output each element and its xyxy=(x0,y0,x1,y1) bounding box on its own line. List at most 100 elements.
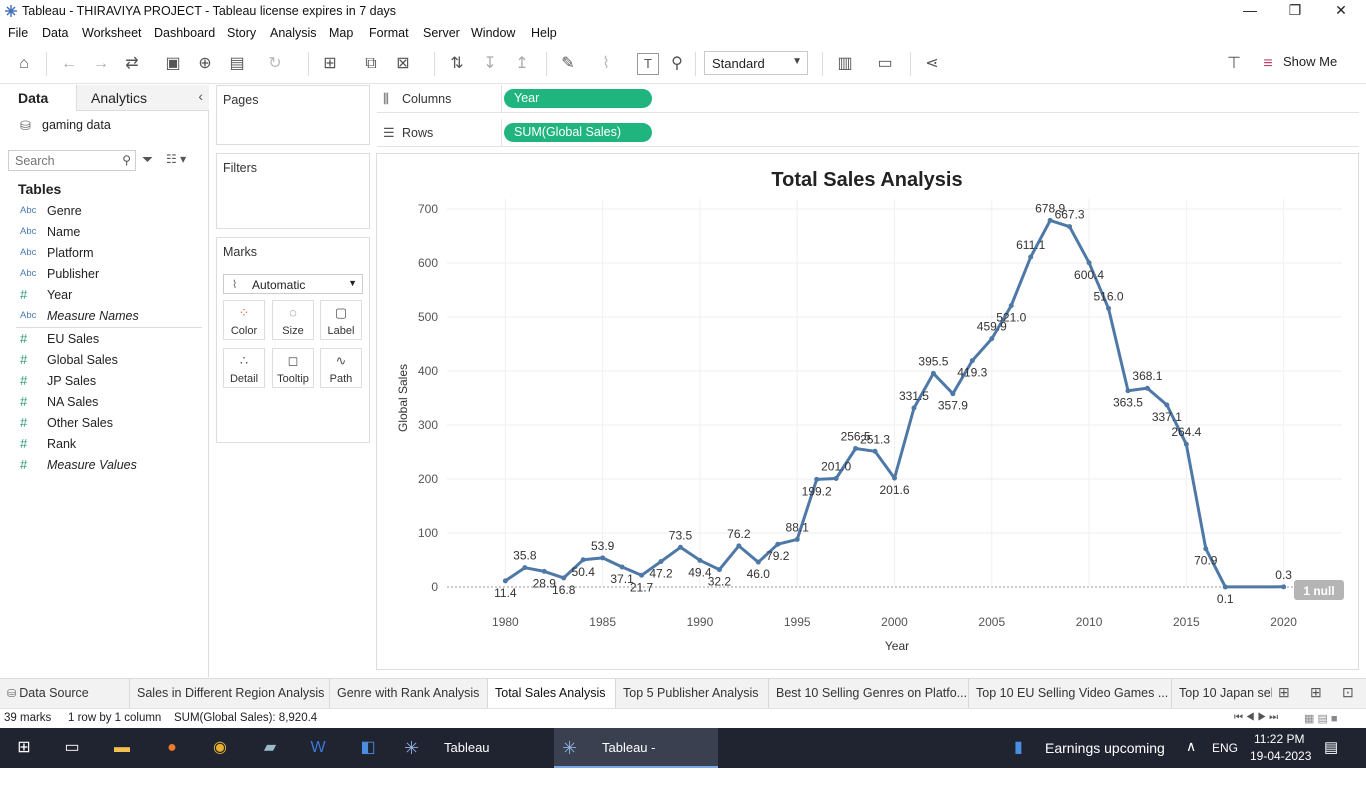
clear-sheet-icon[interactable]: ⊠ xyxy=(396,55,410,72)
notification-icon[interactable]: ▤ xyxy=(1324,739,1339,756)
menu-data[interactable]: Data xyxy=(42,26,69,40)
tab-analytics[interactable]: Analytics ‹ xyxy=(76,85,209,111)
clock-date[interactable]: 19-04-2023 xyxy=(1250,749,1312,763)
label-button[interactable]: ▢ Label xyxy=(320,300,362,340)
home-icon[interactable]: ⌂ xyxy=(19,55,29,72)
news-icon[interactable]: ▮ xyxy=(1014,739,1023,756)
rows-shelf[interactable]: ☰ Rows SUM(Global Sales) xyxy=(377,119,1359,147)
field-platform[interactable]: Abc Platform xyxy=(0,244,200,264)
word-icon[interactable]: W xyxy=(310,739,326,756)
minimize-button[interactable]: — xyxy=(1243,2,1257,18)
swap-icon[interactable]: ⇄ xyxy=(125,55,139,72)
swap-rows-columns-icon[interactable]: ⇅ xyxy=(450,55,464,72)
field-name[interactable]: Abc Name xyxy=(0,223,200,243)
show-me-button[interactable]: Show Me xyxy=(1283,54,1338,69)
tab-top10-japan[interactable]: Top 10 Japan sel xyxy=(1172,679,1272,708)
global-sales-pill[interactable]: SUM(Global Sales) xyxy=(504,123,652,142)
group-members-icon[interactable]: ⌇ xyxy=(602,55,610,72)
filter-icon[interactable]: ⏷ xyxy=(142,151,154,167)
field-year[interactable]: # Year xyxy=(0,286,200,306)
size-button[interactable]: ◌ Size xyxy=(272,300,314,340)
search-box[interactable]: ⚲ xyxy=(8,150,136,171)
tab-top5-publisher[interactable]: Top 5 Publisher Analysis xyxy=(616,679,769,708)
new-dashboard-tab-icon[interactable]: ⊞ xyxy=(1310,684,1322,700)
task-view-icon[interactable]: ▭ xyxy=(64,739,80,756)
redo-icon[interactable]: → xyxy=(93,55,109,72)
sort-ascending-icon[interactable]: ↧ xyxy=(483,55,497,72)
menu-worksheet[interactable]: Worksheet xyxy=(82,26,142,40)
tab-top10-eu[interactable]: Top 10 EU Selling Video Games ... xyxy=(969,679,1172,708)
refresh-icon[interactable]: ↻ xyxy=(268,55,282,72)
field-global-sales[interactable]: # Global Sales xyxy=(0,351,200,371)
collapse-pane-icon[interactable]: ‹ xyxy=(198,88,203,104)
new-worksheet-tab-icon[interactable]: ⊞ xyxy=(1278,684,1290,700)
field-publisher[interactable]: Abc Publisher xyxy=(0,265,200,285)
path-button[interactable]: ∿ Path xyxy=(320,348,362,388)
taskbar-tableau-app[interactable]: ✳ Tableau xyxy=(396,728,546,768)
tab-genre-rank[interactable]: Genre with Rank Analysis xyxy=(330,679,488,708)
pages-card[interactable]: Pages xyxy=(216,85,370,145)
view-options-icon[interactable]: ☷ ▾ xyxy=(166,152,187,166)
columns-shelf[interactable]: ⫼ Columns Year xyxy=(377,85,1359,113)
sort-descending-icon[interactable]: ↥ xyxy=(515,55,529,72)
show-mark-labels-icon[interactable]: T xyxy=(637,53,659,75)
menu-map[interactable]: Map xyxy=(329,26,354,40)
share-icon[interactable]: ⋖ xyxy=(925,55,939,72)
chevron-up-icon[interactable]: ∧ xyxy=(1186,738,1197,754)
news-widget[interactable]: Earnings upcoming xyxy=(1045,740,1165,756)
highlight-icon[interactable]: ✎ xyxy=(561,55,575,72)
tab-sales-region[interactable]: Sales in Different Region Analysis xyxy=(130,679,330,708)
menu-analysis[interactable]: Analysis xyxy=(270,26,317,40)
show-me-icon[interactable]: ≡ xyxy=(1263,55,1273,72)
field-na-sales[interactable]: # NA Sales xyxy=(0,393,200,413)
taskbar-tableau-project[interactable]: ✳ Tableau - THIRAVIY... xyxy=(554,728,718,795)
field-eu-sales[interactable]: # EU Sales xyxy=(0,330,200,350)
pause-updates-icon[interactable]: ▤ xyxy=(229,55,245,72)
power-bi-icon[interactable]: ◧ xyxy=(360,739,376,756)
menu-format[interactable]: Format xyxy=(369,26,409,40)
windows-start-icon[interactable]: ⊞ xyxy=(17,739,31,756)
sheet-navigation-icon[interactable]: ⏮ ◀ ▶ ⏭ xyxy=(1234,712,1279,723)
new-datasource-icon[interactable]: ⊕ xyxy=(198,55,212,72)
file-explorer-icon[interactable]: ▬ xyxy=(114,739,130,756)
show-cards-icon[interactable]: ▥ xyxy=(837,55,853,72)
field-measure-names[interactable]: Abc Measure Names xyxy=(0,307,200,327)
sheet-view-icons[interactable]: ▦ ▤ ■ xyxy=(1304,713,1338,725)
mark-type-select[interactable]: ⌇ Automatic ▼ xyxy=(223,274,363,294)
field-jp-sales[interactable]: # JP Sales xyxy=(0,372,200,392)
tab-total-sales[interactable]: Total Sales Analysis xyxy=(488,679,616,708)
save-icon[interactable]: ▣ xyxy=(165,55,181,72)
line-chart[interactable]: Total Sales Analysis 0 100 200 300 400 500 600 7… xyxy=(377,154,1358,669)
fix-axes-icon[interactable]: ⚲ xyxy=(671,55,683,72)
field-measure-values[interactable]: # Measure Values xyxy=(0,456,200,476)
chart-view[interactable]: Total Sales Analysis 0 100 200 300 400 500 600 7… xyxy=(376,153,1359,670)
tab-data-source[interactable]: ⛁ Data Source xyxy=(0,679,130,708)
tooltip-pin-icon[interactable]: ⊤ xyxy=(1227,55,1241,72)
year-pill[interactable]: Year xyxy=(504,89,652,108)
menu-help[interactable]: Help xyxy=(531,26,557,40)
field-other-sales[interactable]: # Other Sales xyxy=(0,414,200,434)
notepad-icon[interactable]: ▰ xyxy=(263,739,277,756)
clock-time[interactable]: 11:22 PM xyxy=(1254,732,1305,746)
undo-icon[interactable]: ← xyxy=(61,55,77,72)
field-genre[interactable]: Abc Genre xyxy=(0,202,200,222)
tab-best10-genres[interactable]: Best 10 Selling Genres on Platfo... xyxy=(769,679,969,708)
menu-file[interactable]: File xyxy=(8,26,29,40)
tab-data[interactable]: Data xyxy=(0,85,76,111)
menu-window[interactable]: Window xyxy=(471,26,516,40)
detail-button[interactable]: ∴ Detail xyxy=(223,348,265,388)
presentation-mode-icon[interactable]: ▭ xyxy=(877,55,893,72)
new-worksheet-icon[interactable]: ⊞ xyxy=(323,55,337,72)
tooltip-button[interactable]: ◻ Tooltip xyxy=(272,348,314,388)
search-input[interactable] xyxy=(9,151,109,170)
fit-select[interactable]: Standard ▼ xyxy=(704,51,808,75)
firefox-icon[interactable]: ● xyxy=(167,739,177,756)
menu-dashboard[interactable]: Dashboard xyxy=(154,26,216,40)
chrome-icon[interactable]: ◉ xyxy=(213,739,227,756)
close-button[interactable]: ✕ xyxy=(1335,2,1347,18)
language-indicator[interactable]: ENG xyxy=(1212,741,1239,755)
menu-story[interactable]: Story xyxy=(227,26,257,40)
duplicate-sheet-icon[interactable]: ⧉ xyxy=(365,55,377,72)
new-story-tab-icon[interactable]: ⊡ xyxy=(1342,684,1354,700)
color-button[interactable]: ⁘ Color xyxy=(223,300,265,340)
